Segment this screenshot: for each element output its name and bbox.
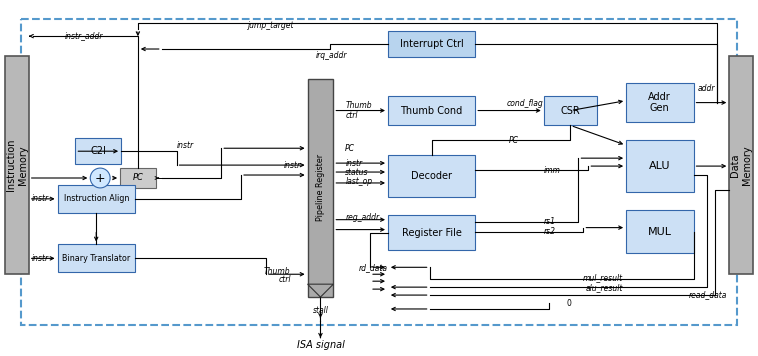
Text: Thumb Cond: Thumb Cond [400, 105, 462, 116]
Text: instr: instr [32, 254, 49, 263]
Text: last_op: last_op [345, 178, 372, 187]
Bar [626, 140, 694, 192]
Text: rs1: rs1 [543, 217, 556, 226]
Text: ctrl: ctrl [278, 275, 291, 284]
Bar [75, 138, 121, 164]
Text: reg_addr: reg_addr [345, 213, 380, 222]
Text: imm: imm [543, 166, 561, 174]
Bar [308, 79, 334, 297]
Bar [5, 56, 29, 274]
Text: Decoder: Decoder [411, 171, 452, 181]
Text: Interrupt Ctrl: Interrupt Ctrl [399, 39, 463, 49]
Text: Addr
Gen: Addr Gen [648, 92, 671, 114]
Text: Binary Translator: Binary Translator [62, 254, 130, 263]
Text: mul_result: mul_result [583, 273, 623, 282]
Text: CSR: CSR [561, 105, 581, 116]
Text: ALU: ALU [649, 161, 671, 171]
Text: PC: PC [509, 136, 519, 145]
Text: Instruction Align: Instruction Align [64, 194, 129, 203]
Bar [626, 83, 694, 122]
Text: PC: PC [133, 173, 143, 183]
Text: Instruction
Memory: Instruction Memory [6, 139, 27, 192]
Bar [388, 215, 475, 250]
Text: Thumb
ctrl: Thumb ctrl [345, 101, 372, 120]
Bar [20, 19, 738, 325]
Text: MUL: MUL [648, 226, 672, 237]
Text: instr: instr [177, 141, 194, 150]
Text: alu_result: alu_result [586, 283, 623, 292]
Text: read_data: read_data [689, 290, 727, 300]
Text: jump_target: jump_target [248, 21, 294, 30]
Text: addr: addr [697, 84, 715, 93]
Bar [626, 210, 694, 253]
Text: rs2: rs2 [543, 227, 556, 236]
Text: stall: stall [312, 307, 328, 315]
Text: rd_data: rd_data [359, 263, 388, 272]
Bar [388, 96, 475, 125]
Text: PC: PC [345, 144, 356, 153]
Bar [58, 185, 135, 213]
Text: Thumb: Thumb [264, 267, 291, 276]
Text: +: + [95, 172, 105, 184]
Text: Pipeline Register: Pipeline Register [316, 155, 325, 221]
Bar [58, 245, 135, 272]
Bar [388, 31, 475, 57]
Text: C2I: C2I [90, 146, 106, 156]
Bar [543, 96, 597, 125]
Bar [388, 155, 475, 197]
Bar [120, 168, 155, 188]
Text: instr_addr: instr_addr [64, 32, 103, 41]
Text: 0: 0 [566, 299, 571, 308]
Text: instr: instr [32, 194, 49, 203]
Text: Data
Memory: Data Memory [731, 145, 752, 185]
Text: irq_addr: irq_addr [315, 52, 347, 61]
Text: instr: instr [345, 159, 362, 168]
Text: Register File: Register File [402, 227, 462, 237]
Text: ISA signal: ISA signal [296, 340, 344, 350]
Text: instr: instr [283, 161, 301, 169]
Text: status: status [345, 168, 368, 177]
Text: cond_flag: cond_flag [507, 99, 543, 108]
Bar [729, 56, 753, 274]
Circle shape [90, 168, 110, 188]
